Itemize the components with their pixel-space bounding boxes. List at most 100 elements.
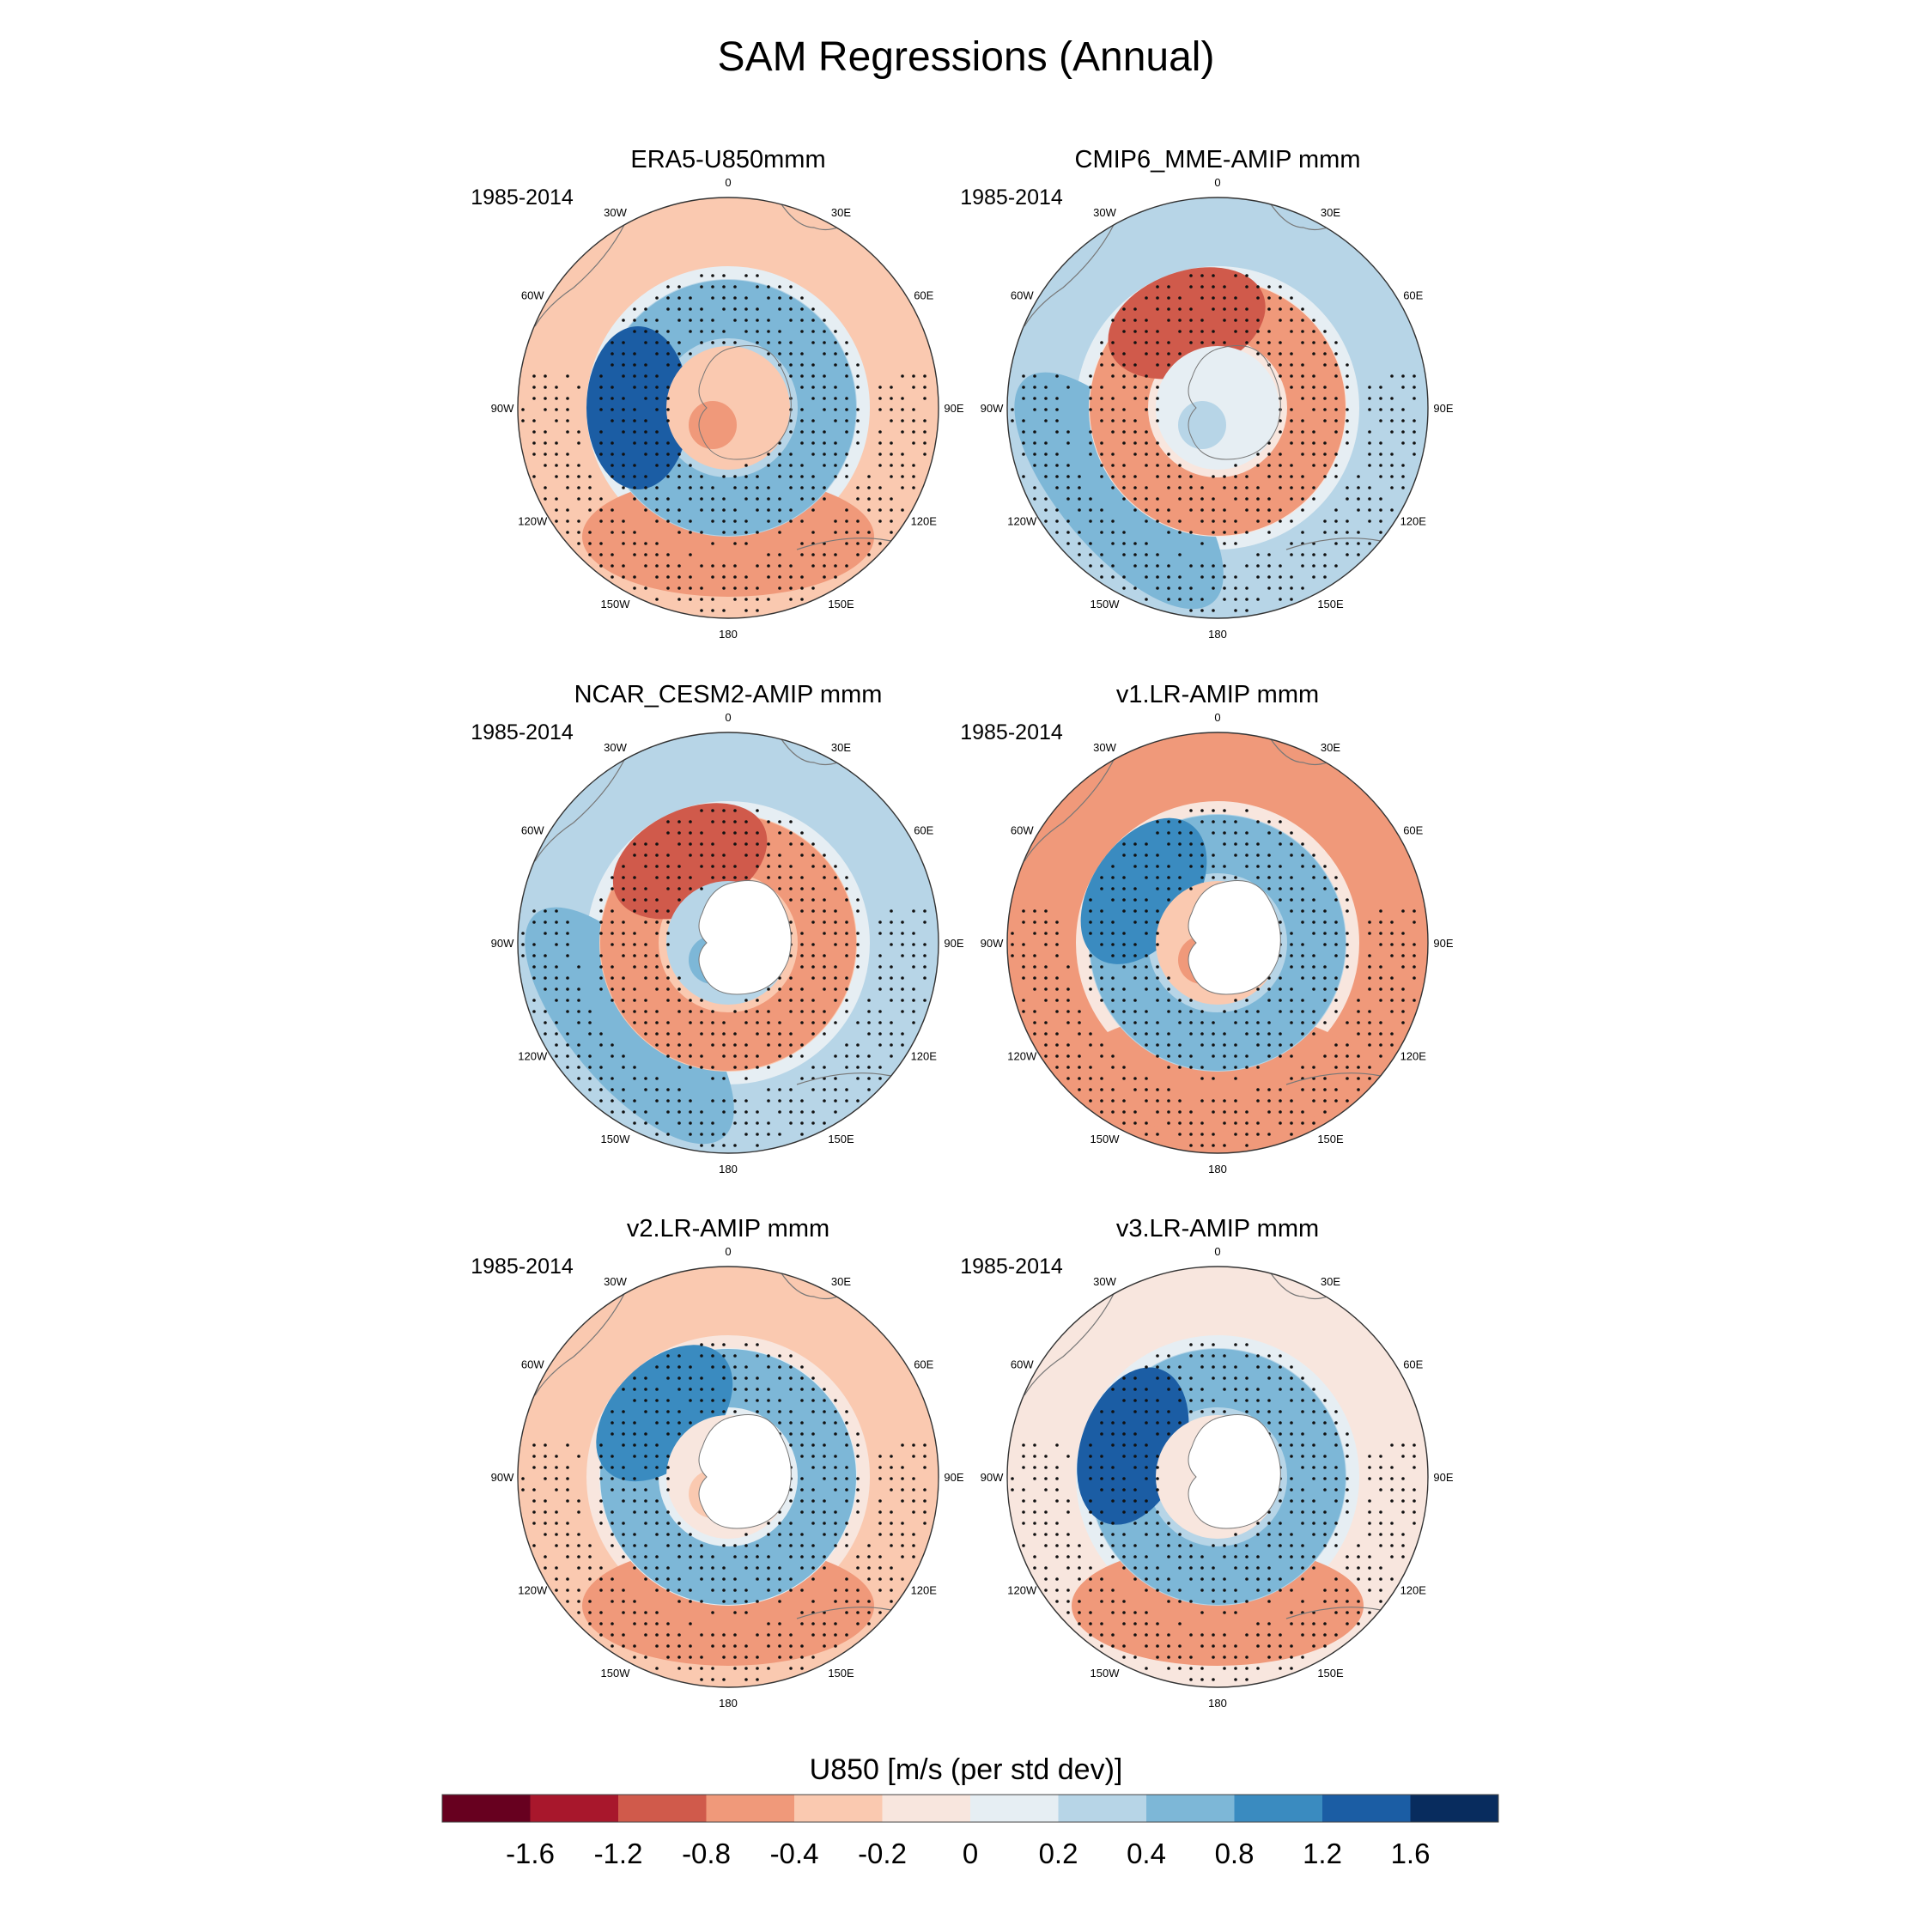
longitude-label: 90E [944, 1471, 963, 1484]
colorbar-box [1234, 1795, 1322, 1822]
longitude-label: 30W [1093, 1275, 1116, 1288]
figure-title: SAM Regressions (Annual) [718, 34, 1215, 80]
regression-field [518, 1267, 939, 1687]
map-panel: v2.LR-AMIP mmm 1985-2014 0 30E 60E 90E 120E 150… [471, 1215, 964, 1710]
antarctica-mask [698, 880, 792, 995]
map-boundary [1006, 732, 1429, 1154]
longitude-label: 60W [1011, 1358, 1034, 1371]
antarctica-outline [1188, 345, 1281, 460]
map-boundary [517, 732, 939, 1154]
significance-stipple [1011, 274, 1416, 612]
longitude-label: 120W [518, 1584, 548, 1597]
south-america-coast [1024, 1291, 1115, 1396]
longitude-label: 90W [981, 937, 1004, 950]
map-panel: v3.LR-AMIP mmm 1985-2014 0 30E 60E 90E 120E 150… [960, 1215, 1454, 1710]
longitude-label: 150W [1091, 1667, 1121, 1680]
colorbar-box [530, 1795, 618, 1822]
colorbar-box [706, 1795, 794, 1822]
panel-title: v1.LR-AMIP mmm [1116, 681, 1319, 708]
longitude-label: 150W [1091, 1133, 1121, 1145]
south-america-coast [534, 757, 626, 862]
longitude-label: 30E [1321, 741, 1340, 754]
colorbar-box [882, 1795, 970, 1822]
colorbar-tick-label: -1.2 [594, 1838, 643, 1869]
longitude-label: 90W [491, 937, 514, 950]
longitude-label: 120E [911, 1584, 938, 1597]
regression-field [1007, 732, 1428, 1153]
longitude-label: 60W [1011, 289, 1034, 302]
south-america-coast [1024, 222, 1115, 327]
significance-stipple [521, 809, 927, 1147]
longitude-label: 60E [1403, 1358, 1423, 1371]
longitude-label: 60E [1403, 824, 1423, 837]
longitude-label: 60E [914, 824, 933, 837]
panel-period: 1985-2014 [960, 1255, 1063, 1279]
longitude-label: 150E [828, 1133, 854, 1145]
colorbar-boxes [441, 1794, 1499, 1823]
panel-period: 1985-2014 [960, 185, 1063, 210]
longitude-label: 60E [914, 1358, 933, 1371]
significance-stipple [1011, 809, 1416, 1147]
panel-period: 1985-2014 [471, 1255, 574, 1279]
longitude-label: 150W [601, 1133, 631, 1145]
longitude-label: 150W [601, 598, 631, 611]
panels: ERA5-U850mmm 1985-2014 0 30E 60E 90E 120E 150E 1… [471, 146, 1454, 1710]
regression-field [1007, 1267, 1428, 1687]
longitude-label: 60W [1011, 824, 1034, 837]
longitude-label: 30W [604, 1275, 627, 1288]
colorbar-tick-label: 0 [963, 1838, 978, 1869]
longitude-label: 90E [1433, 937, 1453, 950]
longitude-label: 60E [914, 289, 933, 302]
colorbar-tick-label: -0.4 [770, 1838, 819, 1869]
colorbar-tick-label: 0.2 [1039, 1838, 1078, 1869]
longitude-label: 30E [831, 1275, 851, 1288]
panel-period: 1985-2014 [471, 720, 574, 744]
colorbar-label: U850 [m/s (per std dev)] [810, 1753, 1123, 1786]
longitude-label: 90E [1433, 402, 1453, 415]
colorbar-tick-label: -1.6 [506, 1838, 555, 1869]
colorbar-frame [441, 1794, 1499, 1823]
panel-title: ERA5-U850mmm [630, 146, 825, 173]
regression-field [518, 732, 939, 1153]
longitude-label: 30E [1321, 1275, 1340, 1288]
longitude-label: 150W [601, 1667, 631, 1680]
map-boundary [517, 1266, 939, 1688]
colorbar-tick-label: -0.2 [858, 1838, 907, 1869]
longitude-label: 150E [1317, 1667, 1344, 1680]
south-america-coast [1024, 757, 1115, 862]
polar-core [689, 401, 737, 449]
longitude-label: 120W [1007, 1584, 1037, 1597]
antarctica-outline [698, 345, 792, 460]
colorbar-box [1410, 1795, 1498, 1822]
longitude-label: 180 [719, 628, 738, 641]
longitude-label: 30W [1093, 206, 1116, 219]
longitude-label: 60W [521, 824, 544, 837]
colorbar-box [1146, 1795, 1235, 1822]
panel-title: CMIP6_MME-AMIP mmm [1075, 146, 1361, 173]
longitude-label: 30W [604, 741, 627, 754]
colorbar-box [1058, 1795, 1146, 1822]
longitude-label: 60W [521, 1358, 544, 1371]
colorbar-tick-label: -0.8 [682, 1838, 731, 1869]
longitude-label: 60E [1403, 289, 1423, 302]
longitude-label: 0 [725, 176, 731, 189]
longitude-label: 90E [944, 937, 963, 950]
panel-title: v2.LR-AMIP mmm [627, 1215, 829, 1242]
longitude-label: 150E [1317, 598, 1344, 611]
longitude-label: 120W [518, 515, 548, 528]
longitude-label: 30E [831, 206, 851, 219]
significance-stipple [521, 274, 927, 612]
longitude-label: 90W [491, 402, 514, 415]
colorbar-tick-label: 1.2 [1303, 1838, 1342, 1869]
longitude-label: 90W [491, 1471, 514, 1484]
regression-field [1007, 197, 1428, 618]
colorbar-box [970, 1795, 1059, 1822]
antarctica-mask [1188, 880, 1281, 995]
longitude-label: 120E [1400, 515, 1427, 528]
longitude-label: 180 [719, 1163, 738, 1176]
map-panel: ERA5-U850mmm 1985-2014 0 30E 60E 90E 120E 150E 1… [471, 146, 964, 641]
longitude-label: 180 [1208, 1697, 1227, 1710]
panel-title: NCAR_CESM2-AMIP mmm [574, 681, 883, 708]
south-america-coast [534, 222, 626, 327]
